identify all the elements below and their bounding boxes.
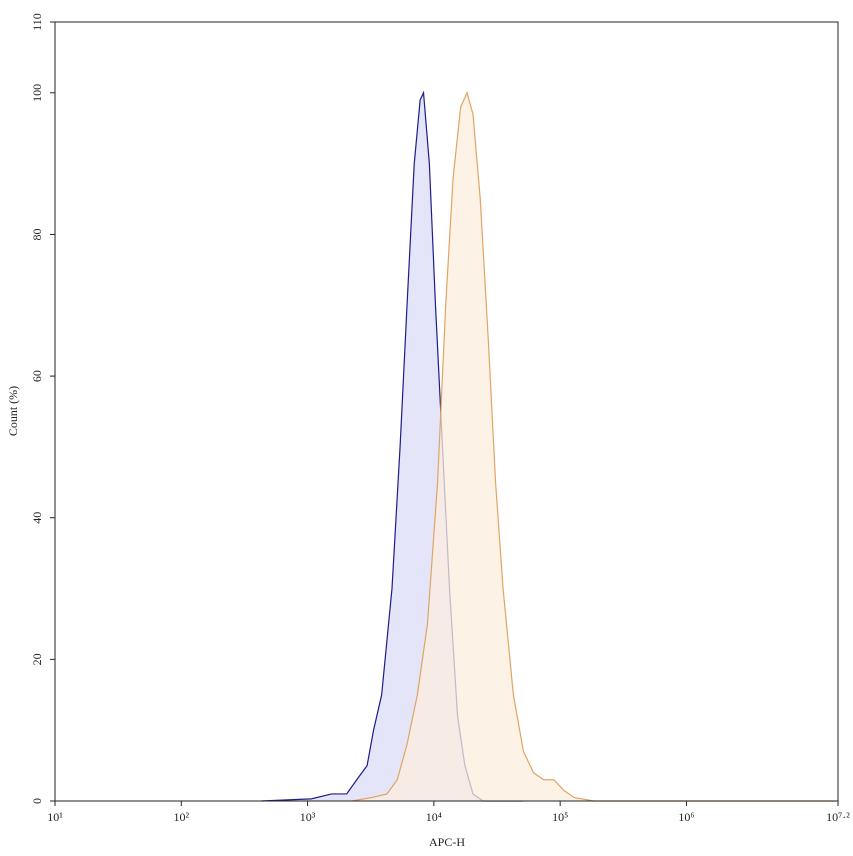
y-tick-label: 0 <box>30 798 44 804</box>
x-tick-label: 10⁷·² <box>826 810 850 824</box>
x-tick-label: 10⁵ <box>552 810 568 824</box>
y-tick-label: 40 <box>30 512 44 524</box>
y-tick-label: 60 <box>30 370 44 382</box>
x-tick-label: 10² <box>173 810 189 824</box>
x-axis-label: APC-H <box>429 835 465 849</box>
x-tick-label: 10³ <box>300 810 316 824</box>
x-tick-label: 10⁴ <box>426 810 442 824</box>
y-tick-label: 80 <box>30 228 44 240</box>
x-tick-label: 10⁶ <box>678 810 694 824</box>
plot-frame <box>54 21 839 802</box>
x-tick-label: 10¹ <box>47 810 63 824</box>
y-tick-label: 20 <box>30 653 44 665</box>
y-tick-label: 110 <box>30 13 44 31</box>
histogram-curve <box>351 91 837 802</box>
y-tick-label: 100 <box>30 84 44 102</box>
y-axis-label: Count (%) <box>6 386 20 436</box>
